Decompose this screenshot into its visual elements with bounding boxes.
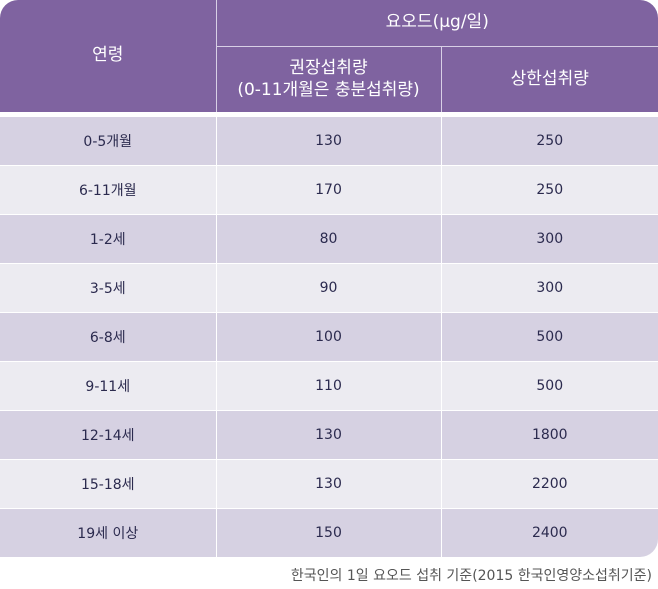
- cell-upper: 500: [440, 361, 658, 411]
- iodine-intake-table: 연령 요오드(μg/일) 권장섭취량 (0-11개월은 충분섭취량) 상한섭취량…: [0, 0, 658, 557]
- header-upper: 상한섭취량: [440, 46, 658, 115]
- table-row: 9-11세 110 500: [0, 361, 658, 411]
- cell-upper: 250: [440, 114, 658, 166]
- cell-upper: 2200: [440, 459, 658, 509]
- cell-age: 9-11세: [0, 361, 217, 411]
- table-row: 12-14세 130 1800: [0, 410, 658, 460]
- cell-recommended: 170: [215, 165, 442, 215]
- table-row: 1-2세 80 300: [0, 214, 658, 264]
- cell-upper: 300: [440, 263, 658, 313]
- cell-age: 12-14세: [0, 410, 217, 460]
- header-age: 연령: [0, 0, 217, 115]
- cell-recommended: 130: [215, 410, 442, 460]
- cell-age: 3-5세: [0, 263, 217, 313]
- header-iodine: 요오드(μg/일): [215, 0, 658, 47]
- cell-age: 0-5개월: [0, 114, 217, 166]
- cell-age: 19세 이상: [0, 508, 217, 557]
- cell-upper: 500: [440, 312, 658, 362]
- table-row: 3-5세 90 300: [0, 263, 658, 313]
- table-row: 6-8세 100 500: [0, 312, 658, 362]
- cell-upper: 1800: [440, 410, 658, 460]
- table-row: 19세 이상 150 2400: [0, 508, 658, 557]
- header-recommended: 권장섭취량 (0-11개월은 충분섭취량): [215, 46, 442, 115]
- table-row: 0-5개월 130 250: [0, 114, 658, 166]
- cell-age: 15-18세: [0, 459, 217, 509]
- cell-recommended: 130: [215, 459, 442, 509]
- cell-recommended: 130: [215, 114, 442, 166]
- cell-age: 1-2세: [0, 214, 217, 264]
- cell-recommended: 80: [215, 214, 442, 264]
- header-recommended-note: (0-11개월은 충분섭취량): [237, 79, 420, 100]
- table-row: 6-11개월 170 250: [0, 165, 658, 215]
- table-caption: 한국인의 1일 요오드 섭취 기준(2015 한국인영양소섭취기준): [290, 568, 652, 584]
- cell-recommended: 150: [215, 508, 442, 557]
- cell-recommended: 110: [215, 361, 442, 411]
- cell-recommended: 90: [215, 263, 442, 313]
- table-row: 15-18세 130 2200: [0, 459, 658, 509]
- cell-upper: 2400: [440, 508, 658, 557]
- cell-recommended: 100: [215, 312, 442, 362]
- cell-age: 6-8세: [0, 312, 217, 362]
- cell-age: 6-11개월: [0, 165, 217, 215]
- cell-upper: 300: [440, 214, 658, 264]
- header-recommended-label: 권장섭취량: [289, 58, 368, 79]
- cell-upper: 250: [440, 165, 658, 215]
